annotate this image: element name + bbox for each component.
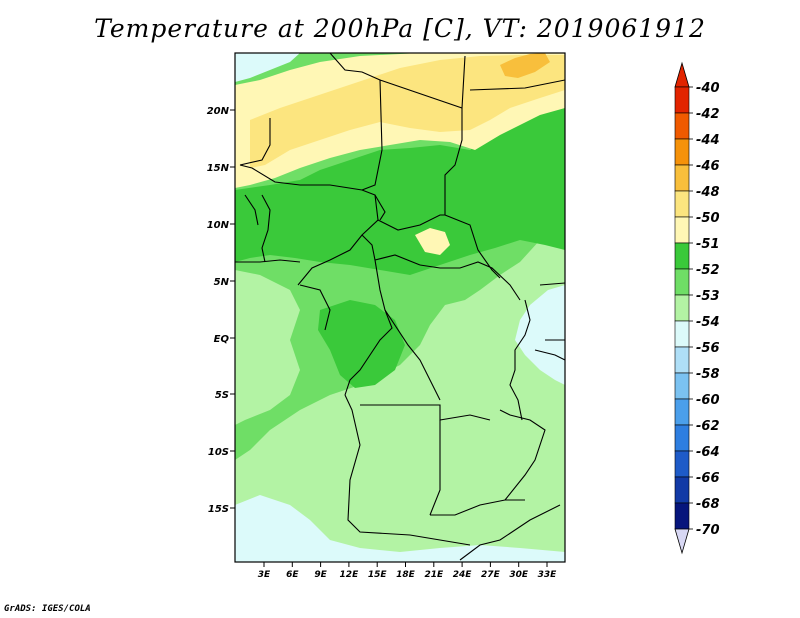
colorbar-swatch (674, 502, 690, 530)
lat-label: EQ (214, 334, 230, 345)
latitude-labels: 20N 15N 10N 5N EQ 5S 10S 15S (207, 106, 230, 515)
lat-label: 10S (208, 447, 229, 458)
longitude-labels: 3E 6E 9E 12E 15E 18E 21E 24E 27E 30E 33E (258, 570, 557, 580)
lon-label: 15E (368, 570, 388, 580)
colorbar-swatch (674, 242, 690, 270)
lat-label: 15S (208, 504, 229, 515)
lon-label: 24E (453, 570, 473, 580)
temperature-field (235, 53, 565, 562)
lon-label: 12E (340, 570, 360, 580)
axis-ticks (230, 109, 548, 567)
colorbar-swatch (674, 190, 690, 218)
colorbar-label: -70 (696, 523, 720, 538)
colorbar-label: -58 (696, 367, 720, 382)
map-title: Temperature at 200hPa [C], VT: 201906191… (94, 14, 706, 43)
lon-label: 9E (314, 570, 327, 580)
country-borders (235, 53, 565, 561)
field-m54-southwest (235, 270, 300, 425)
colorbar-swatch (674, 138, 690, 166)
field-m48-north (500, 53, 550, 78)
lon-label: 30E (509, 570, 529, 580)
lon-label: 18E (396, 570, 416, 580)
colorbar-swatch (674, 164, 690, 192)
colorbar-swatch (674, 320, 690, 348)
lat-label: 15N (207, 163, 230, 174)
colorbar-swatch (674, 268, 690, 296)
lat-label: 5S (215, 390, 229, 401)
lat-label: 5N (214, 277, 230, 288)
colorbar-label: -53 (696, 289, 720, 304)
field-m54-east (235, 230, 565, 562)
colorbar-swatch (674, 372, 690, 400)
lon-label: 6E (286, 570, 299, 580)
colorbar-label: -60 (696, 393, 720, 408)
colorbar-swatch (674, 346, 690, 374)
colorbar-swatch (674, 86, 690, 114)
colorbar-swatch (674, 450, 690, 478)
lat-label: 10N (207, 220, 230, 231)
colorbar-label: -42 (696, 107, 720, 122)
colorbar-label: -48 (696, 185, 720, 200)
colorbar-label: -44 (696, 133, 720, 148)
colorbar-swatch (674, 398, 690, 426)
colorbar-label: -50 (696, 211, 720, 226)
field-m51-spot (415, 228, 450, 255)
map-frame (234, 52, 566, 563)
colorbar-swatch (674, 112, 690, 140)
colorbar-bottom-arrow (674, 528, 690, 555)
colorbar-top-arrow (674, 61, 690, 88)
field-m56-south (235, 495, 565, 562)
lat-label: 20N (207, 106, 230, 117)
colorbar-label: -66 (696, 471, 720, 486)
lon-label: 33E (538, 570, 558, 580)
colorbar-swatch (674, 216, 690, 244)
field-m56-northwest (235, 53, 300, 82)
colorbar-label: -64 (696, 445, 720, 460)
colorbar-swatch (674, 476, 690, 504)
field-m52-central (318, 300, 405, 388)
lon-label: 3E (258, 570, 271, 580)
colorbar-label: -56 (696, 341, 720, 356)
colorbar-label: -54 (696, 315, 720, 330)
lon-label: 27E (481, 570, 501, 580)
credit-text: GrADS: IGES/COLA (4, 604, 91, 614)
colorbar-label: -40 (696, 81, 720, 96)
lon-label: 21E (424, 570, 444, 580)
colorbar: -40 -42 -44 -46 -48 -50 -51 -52 -53 -54 -56 -58 -60 -… (674, 61, 720, 555)
colorbar-label: -52 (696, 263, 720, 278)
colorbar-label: -68 (696, 497, 720, 512)
colorbar-swatch (674, 294, 690, 322)
colorbar-label: -62 (696, 419, 720, 434)
colorbar-label: -46 (696, 159, 720, 174)
colorbar-label: -51 (696, 237, 720, 252)
field-m50-north (250, 55, 565, 168)
colorbar-swatch (674, 424, 690, 452)
